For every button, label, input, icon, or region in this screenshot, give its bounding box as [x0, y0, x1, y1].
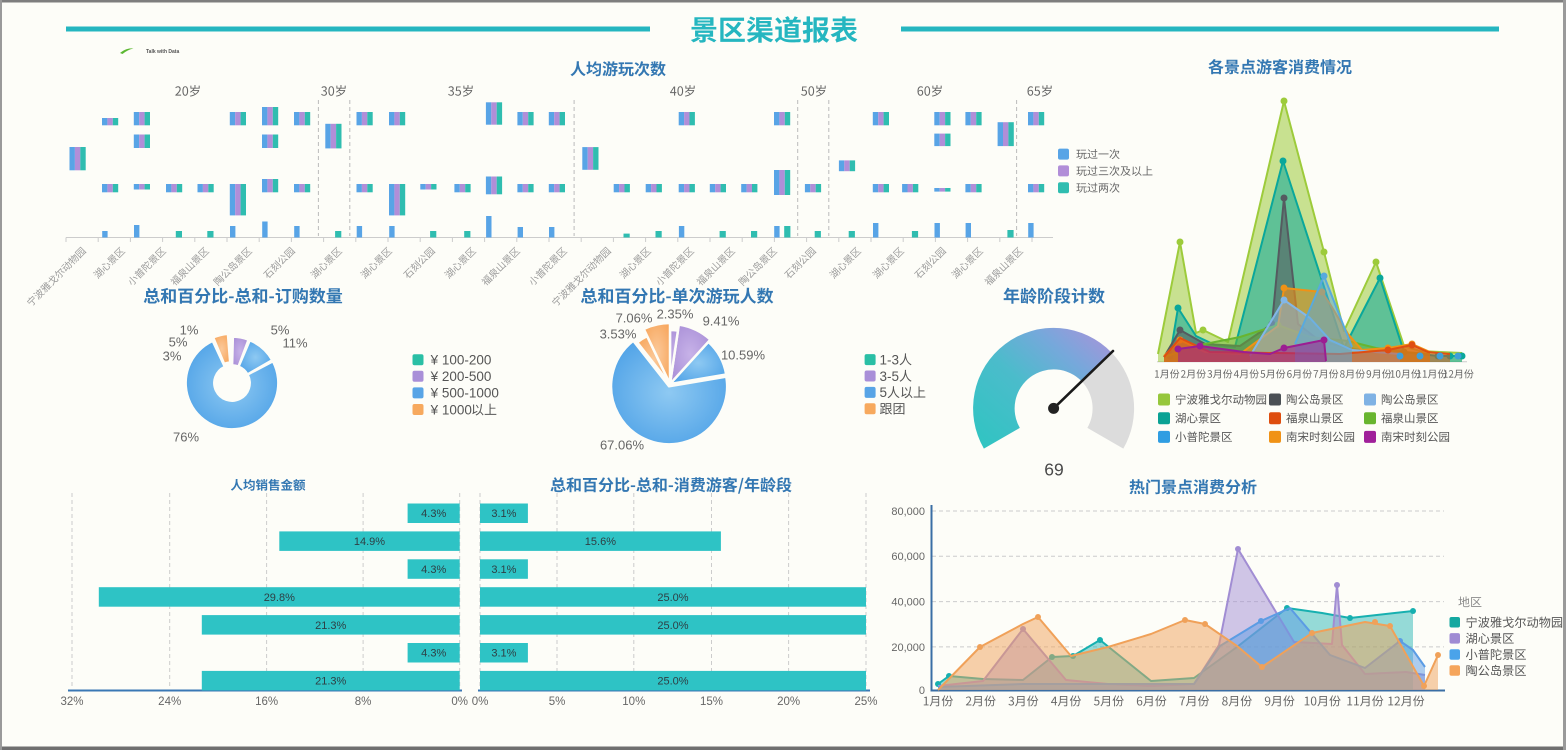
svg-text:10%: 10% [622, 696, 645, 708]
svg-text:29.8%: 29.8% [264, 592, 295, 604]
svg-text:9.41%: 9.41% [703, 314, 740, 329]
svg-text:20%: 20% [777, 696, 800, 708]
svg-text:15%: 15% [700, 696, 723, 708]
svg-text:3.1%: 3.1% [491, 508, 516, 520]
svg-text:40,000: 40,000 [891, 597, 925, 609]
svg-text:16%: 16% [255, 696, 278, 708]
svg-text:¥ 1000: ¥ 1000 [430, 402, 472, 417]
svg-text:1%: 1% [180, 323, 199, 338]
svg-text:69: 69 [1044, 460, 1063, 480]
svg-text:25%: 25% [854, 696, 877, 708]
svg-text:¥ 100-200: ¥ 100-200 [430, 353, 492, 368]
svg-text:7.06%: 7.06% [616, 311, 653, 326]
svg-text:11%: 11% [282, 336, 307, 351]
svg-text:4.3%: 4.3% [421, 648, 446, 660]
svg-text:2.35%: 2.35% [657, 307, 694, 322]
svg-text:4.3%: 4.3% [421, 564, 446, 576]
svg-text:21.3%: 21.3% [315, 676, 346, 688]
svg-text:5: 5 [879, 385, 887, 400]
svg-text:3.1%: 3.1% [491, 648, 516, 660]
svg-text:25.0%: 25.0% [657, 676, 688, 688]
svg-text:25.0%: 25.0% [657, 620, 688, 632]
svg-text:24%: 24% [158, 696, 181, 708]
svg-text:5%: 5% [271, 323, 290, 338]
svg-text:3.53%: 3.53% [600, 327, 637, 342]
svg-text:60,000: 60,000 [891, 551, 925, 563]
svg-text:15.6%: 15.6% [585, 536, 616, 548]
svg-text:Talk with Data: Talk with Data [146, 49, 179, 55]
svg-text:8%: 8% [355, 696, 372, 708]
svg-text:20,000: 20,000 [891, 642, 925, 654]
svg-text:67.06%: 67.06% [600, 438, 645, 453]
svg-text:32%: 32% [60, 696, 83, 708]
svg-text:21.3%: 21.3% [315, 620, 346, 632]
svg-text:25.0%: 25.0% [657, 592, 688, 604]
svg-text:76%: 76% [173, 430, 199, 445]
svg-text:10.59%: 10.59% [721, 348, 766, 363]
svg-text:3.1%: 3.1% [491, 564, 516, 576]
svg-text:0%: 0% [451, 696, 468, 708]
svg-text:5%: 5% [549, 696, 566, 708]
svg-text:5%: 5% [169, 335, 188, 350]
svg-text:4.3%: 4.3% [421, 508, 446, 520]
svg-text:0: 0 [919, 685, 925, 697]
svg-text:0%: 0% [472, 696, 489, 708]
svg-text:¥ 200-500: ¥ 200-500 [430, 369, 492, 384]
svg-text:1-3: 1-3 [879, 352, 899, 367]
svg-text:¥ 500-1000: ¥ 500-1000 [430, 386, 499, 401]
svg-text:14.9%: 14.9% [354, 536, 385, 548]
svg-text:80,000: 80,000 [891, 506, 925, 518]
svg-text:3%: 3% [163, 349, 182, 364]
svg-text:3-5: 3-5 [879, 369, 899, 384]
